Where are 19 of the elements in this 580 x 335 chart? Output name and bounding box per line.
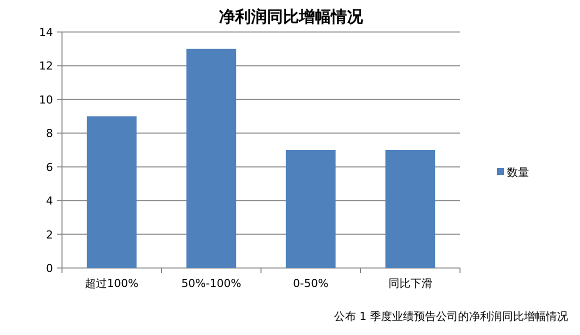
y-tick-label: 12 <box>39 60 53 73</box>
y-tick-label: 10 <box>39 93 53 106</box>
bar <box>186 48 236 268</box>
y-tick-label: 8 <box>46 127 53 140</box>
y-tick-label: 6 <box>46 160 53 174</box>
text: 公布 1 季度业绩预告公司的净利润同比增幅情况 <box>334 310 568 323</box>
chart-title: 净利润同比增幅情况 <box>219 7 364 26</box>
x-tick-label: 50%-100% <box>181 277 242 290</box>
bar <box>86 116 137 268</box>
y-tick-label: 2 <box>46 228 53 242</box>
x-tick-label: 超过100% <box>85 277 138 290</box>
y-tick-label: 4 <box>46 194 53 208</box>
y-tick-label: 0 <box>46 262 53 275</box>
bar <box>286 150 336 268</box>
x-tick-label: 0-50% <box>293 277 328 290</box>
legend-label: 数量 <box>507 166 529 179</box>
y-tick-label: 14 <box>39 26 53 39</box>
x-tick-label: 同比下滑 <box>388 277 432 290</box>
bar <box>385 150 436 268</box>
